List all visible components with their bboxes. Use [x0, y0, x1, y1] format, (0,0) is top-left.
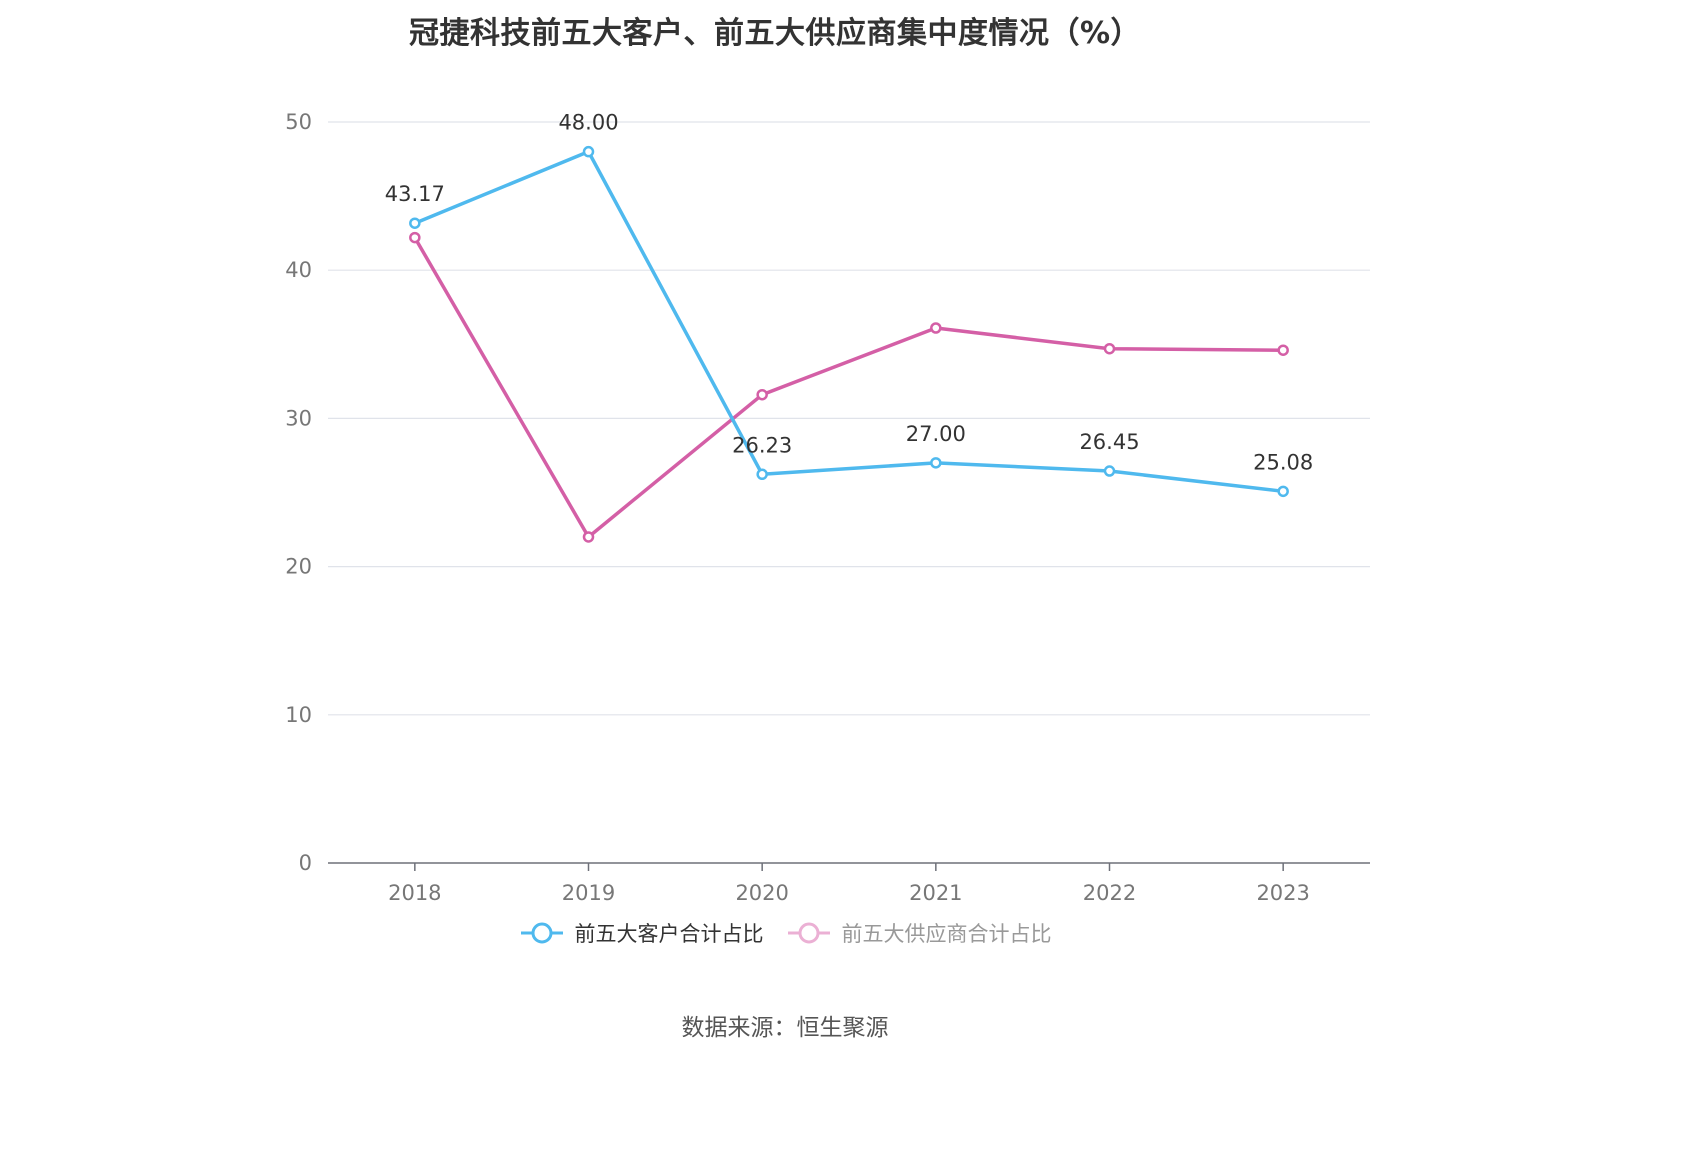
- series-layer: [409, 145, 1289, 543]
- data-point-customers[interactable]: [1277, 485, 1289, 498]
- data-label-customers: 43.17: [385, 182, 445, 206]
- data-point-customers[interactable]: [1103, 465, 1116, 477]
- data-point-suppliers[interactable]: [1103, 342, 1116, 355]
- data-point-customers[interactable]: [409, 217, 421, 229]
- y-tick-label: 10: [285, 703, 312, 727]
- series-line-customers: [413, 149, 1285, 494]
- data-point-customers[interactable]: [582, 145, 595, 158]
- legend: 前五大客户合计占比 前五大供应商合计占比: [0, 918, 1570, 948]
- legend-marker-suppliers: [787, 922, 830, 944]
- data-point-suppliers[interactable]: [1277, 344, 1289, 356]
- data-label-customers: 25.08: [1253, 450, 1313, 474]
- data-point-suppliers[interactable]: [930, 322, 942, 334]
- x-tick-label: 2019: [562, 881, 615, 905]
- axis-layer: 0 10 20 30 40 50 2018 2019 2020 2021 2022 2023: [285, 110, 1370, 905]
- legend-label-customers: 前五大客户合计占比: [574, 922, 764, 946]
- data-point-suppliers[interactable]: [756, 388, 768, 401]
- data-point-suppliers[interactable]: [409, 231, 421, 244]
- data-point-suppliers[interactable]: [582, 531, 595, 543]
- y-tick-label: 40: [285, 258, 312, 282]
- legend-item-customers[interactable]: 前五大客户合计占比: [519, 918, 764, 948]
- chart-title: 冠捷科技前五大客户、前五大供应商集中度情况（%）: [408, 16, 1142, 51]
- series-line-suppliers: [413, 235, 1285, 539]
- label-layer: 43.17 48.00 26.23 27.00 26.45 25.08: [385, 111, 1313, 475]
- x-tick-label: 2020: [735, 881, 788, 905]
- data-label-customers: 26.45: [1079, 430, 1139, 454]
- data-point-customers[interactable]: [930, 457, 942, 469]
- source-note: 数据来源：恒生聚源: [681, 1015, 889, 1041]
- x-tick-label: 2023: [1256, 881, 1309, 905]
- y-tick-label: 20: [285, 555, 312, 579]
- x-tick-label: 2021: [909, 881, 962, 905]
- data-label-customers: 48.00: [558, 111, 618, 135]
- data-label-customers: 27.00: [906, 422, 966, 446]
- x-tick-label: 2018: [388, 881, 441, 905]
- legend-marker-customers: [520, 922, 563, 944]
- y-tick-label: 30: [285, 406, 312, 430]
- y-tick-label: 0: [299, 851, 312, 875]
- x-tick-label: 2022: [1083, 881, 1136, 905]
- data-point-customers[interactable]: [756, 468, 768, 481]
- grid-layer: [328, 121, 1370, 716]
- legend-item-suppliers[interactable]: 前五大供应商合计占比: [786, 918, 1052, 948]
- y-tick-label: 50: [285, 110, 312, 134]
- data-label-customers: 26.23: [732, 433, 792, 457]
- legend-label-suppliers: 前五大供应商合计占比: [841, 922, 1052, 946]
